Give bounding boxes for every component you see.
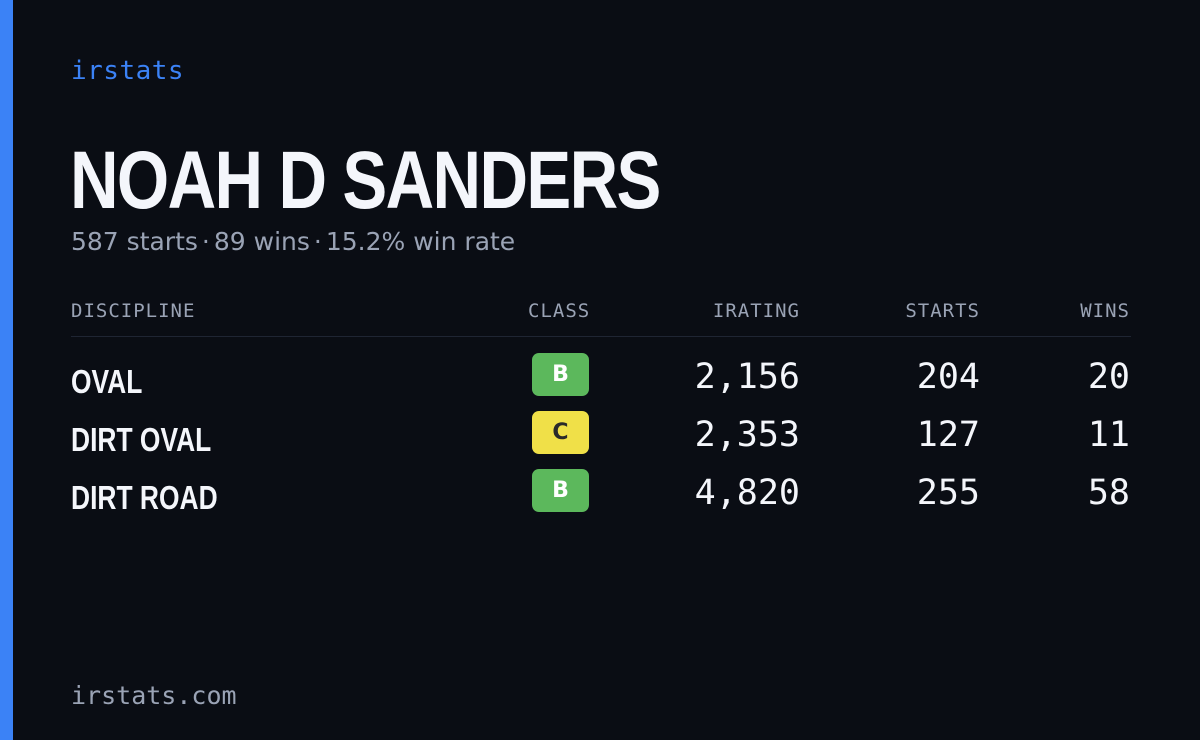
- class-badge: C: [532, 411, 589, 454]
- header-class: CLASS: [528, 300, 591, 322]
- brand-logo: irstats: [71, 56, 185, 86]
- table-row: DIRT ROAD B 4,820 255 58: [71, 453, 1131, 516]
- win-rate-summary: 15.2% win rate: [325, 227, 516, 256]
- header-wins: WINS: [1080, 300, 1130, 322]
- class-badge: B: [532, 469, 589, 512]
- header-discipline: DISCIPLINE: [71, 300, 196, 322]
- table-row: OVAL B 2,156 204 20: [71, 337, 1131, 400]
- wins-value: 11: [1087, 415, 1130, 455]
- stats-table: DISCIPLINE CLASS IRATING STARTS WINS OVA…: [71, 298, 1131, 516]
- wins-summary: 89 wins: [213, 227, 310, 256]
- footer-url: irstats.com: [71, 681, 237, 710]
- discipline-name: DIRT ROAD: [71, 479, 218, 516]
- separator: ·: [201, 227, 210, 256]
- table-row: DIRT OVAL C 2,353 127 11: [71, 395, 1131, 458]
- irating-value: 4,820: [694, 473, 800, 513]
- separator: ·: [313, 227, 322, 256]
- wins-value: 20: [1087, 357, 1130, 397]
- driver-name: NOAH D SANDERS: [70, 135, 661, 226]
- starts-value: 204: [916, 357, 980, 397]
- accent-bar: [0, 0, 13, 740]
- table-header: DISCIPLINE CLASS IRATING STARTS WINS: [71, 298, 1131, 337]
- wins-value: 58: [1087, 473, 1130, 513]
- irating-value: 2,156: [694, 357, 800, 397]
- starts-summary: 587 starts: [71, 227, 198, 256]
- starts-value: 255: [916, 473, 980, 513]
- starts-value: 127: [916, 415, 980, 455]
- class-badge: B: [532, 353, 589, 396]
- driver-summary: 587 starts · 89 wins · 15.2% win rate: [71, 227, 515, 256]
- discipline-name: OVAL: [71, 363, 143, 400]
- header-irating: IRATING: [712, 300, 800, 322]
- header-starts: STARTS: [905, 300, 980, 322]
- discipline-name: DIRT OVAL: [71, 421, 212, 458]
- irating-value: 2,353: [694, 415, 800, 455]
